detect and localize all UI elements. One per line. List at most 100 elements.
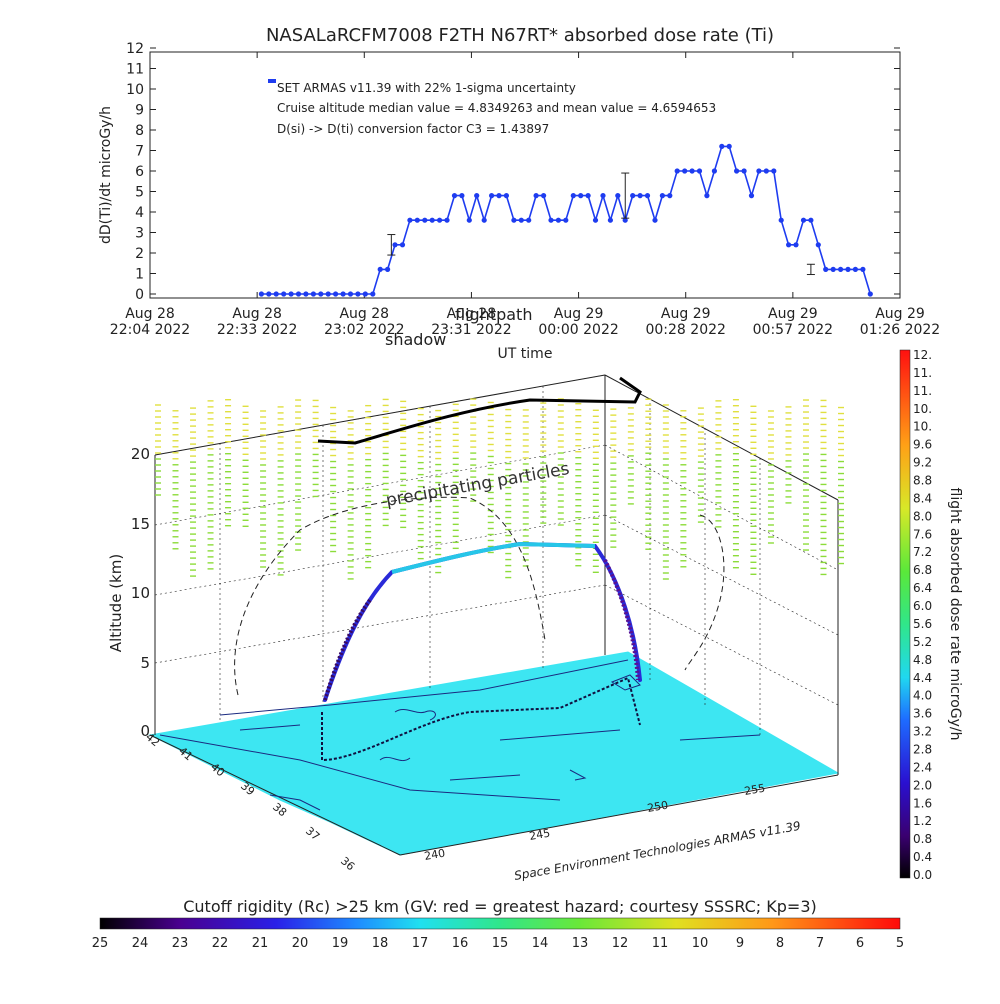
dose-point	[281, 291, 287, 297]
dose-colorbar-tick-label: 4.0	[913, 689, 932, 703]
dose-point	[726, 143, 732, 149]
dose-point	[860, 266, 866, 272]
dose-point	[496, 193, 502, 199]
dose-point	[489, 193, 495, 199]
dose-colorbar-tick-label: 4.4	[913, 671, 932, 685]
altitude-tick-label: 0	[140, 722, 150, 740]
dose-colorbar-tick-label: 2.8	[913, 742, 932, 756]
x-tick-label-time: 22:04 2022	[110, 322, 190, 338]
rigidity-colorbar-tick-label: 9	[736, 936, 744, 951]
dose-colorbar-tick-label: 6.8	[913, 563, 932, 577]
y-tick-label: 2	[135, 246, 144, 262]
rigidity-colorbar-tick-label: 15	[492, 936, 509, 951]
dose-point	[741, 168, 747, 174]
dose-point	[786, 242, 792, 248]
rigidity-colorbar-tick-label: 25	[92, 936, 109, 951]
dose-point	[533, 193, 539, 199]
dose-colorbar-tick-label: 6.0	[913, 599, 932, 613]
dose-point	[711, 168, 718, 174]
latitude-tick-label: 36	[338, 854, 357, 873]
dose-point	[867, 291, 873, 297]
dose-colorbar-tick-label: 7.6	[913, 527, 932, 541]
dose-point	[548, 217, 554, 223]
dose-point	[592, 217, 599, 223]
dose-point	[630, 193, 636, 199]
x-tick-label-date: Aug 28	[125, 306, 175, 322]
dose-point	[771, 168, 777, 174]
dose-point	[622, 217, 628, 223]
map-features	[159, 659, 761, 811]
dose-colorbar-ticks: 12. 11. 11. 10. 10. 9.6 9.2 8.8 8.4 8.0 7.6 7.2 6.8 6…	[913, 348, 932, 882]
dose-point	[615, 193, 621, 199]
annotation-line-1: SET ARMAS v11.39 with 22% 1-sigma uncert…	[277, 81, 576, 95]
dose-series	[258, 143, 873, 297]
dose-point	[481, 217, 487, 223]
dose-point	[451, 193, 458, 199]
rigidity-colorbar-tick-label: 24	[132, 936, 149, 951]
plot-frame	[149, 51, 901, 299]
dose-point	[266, 291, 272, 297]
y-axis-label: dD(Ti)/dt microGy/h	[98, 106, 114, 244]
dose-point	[362, 291, 368, 297]
dose-point	[852, 266, 859, 272]
rigidity-colorbar-tick-label: 7	[816, 936, 824, 951]
y-tick-label: 11	[126, 62, 144, 78]
rigidity-colorbar-tick-label: 20	[292, 936, 309, 951]
dose-point	[355, 291, 361, 297]
x-axis-label: UT time	[498, 346, 553, 362]
rigidity-colorbar-title: Cutoff rigidity (Rc) >25 km (GV: red = g…	[183, 897, 817, 916]
dose-colorbar-tick-label: 3.2	[913, 725, 932, 739]
dose-point	[385, 266, 391, 272]
y-tick-label: 8	[135, 123, 144, 139]
dose-point	[756, 168, 762, 174]
dose-colorbar-tick-label: 9.6	[913, 438, 932, 452]
dose-point	[585, 193, 591, 199]
dose-point	[288, 291, 294, 297]
rigidity-colorbar-tick-label: 19	[332, 936, 349, 951]
dose-point	[570, 193, 576, 199]
rigidity-colorbar-tick-label: 14	[532, 936, 549, 951]
dose-point	[689, 168, 695, 174]
dose-point	[526, 217, 532, 223]
dose-colorbar-tick-label: 2.4	[913, 760, 932, 774]
dose-colorbar-tick-label: 5.6	[913, 617, 932, 631]
dose-point	[414, 217, 420, 223]
rigidity-colorbar-tick-label: 17	[412, 936, 429, 951]
rigidity-colorbar-tick-label: 12	[612, 936, 629, 951]
dose-point	[422, 217, 428, 223]
longitude-axis-ticks: 240 245 250 255	[423, 782, 766, 863]
x-tick-label-date: Aug 29	[875, 306, 925, 322]
dose-point	[474, 193, 480, 199]
dose-point	[407, 217, 413, 223]
dose-point	[696, 168, 703, 174]
longitude-tick-label: 255	[743, 782, 766, 798]
dose-colorbar-label: flight absorbed dose rate microGy/h	[947, 488, 963, 741]
altitude-tick-label: 5	[140, 654, 150, 672]
dose-colorbar-tick-label: 10.	[913, 402, 932, 416]
altitude-axis-ticks: 0 5 10 15 20	[131, 445, 150, 740]
x-tick-label-date: Aug 28	[447, 306, 497, 322]
precipitating-particles-field	[155, 398, 844, 580]
dose-point	[399, 242, 406, 248]
rigidity-colorbar-tick-label: 10	[692, 936, 709, 951]
x-tick-label-date: Aug 29	[554, 306, 604, 322]
dose-point	[429, 217, 435, 223]
dose-colorbar-tick-label: 8.4	[913, 491, 932, 505]
dose-point	[793, 242, 799, 248]
rigidity-colorbar-tick-label: 8	[776, 936, 784, 951]
dose-colorbar-tick-label: 8.0	[913, 509, 932, 523]
label-shadow: shadow	[385, 330, 446, 349]
rigidity-colorbar-tick-label: 18	[372, 936, 389, 951]
label-precipitating-particles: precipitating particles	[384, 459, 571, 511]
dose-point	[340, 291, 346, 297]
dose-point	[734, 168, 740, 174]
longitude-tick-label: 245	[528, 827, 551, 843]
dose-point	[318, 291, 324, 297]
flight-track-cruise	[391, 541, 596, 574]
dose-point	[815, 242, 821, 248]
dose-colorbar-tick-label: 10.	[913, 420, 932, 434]
